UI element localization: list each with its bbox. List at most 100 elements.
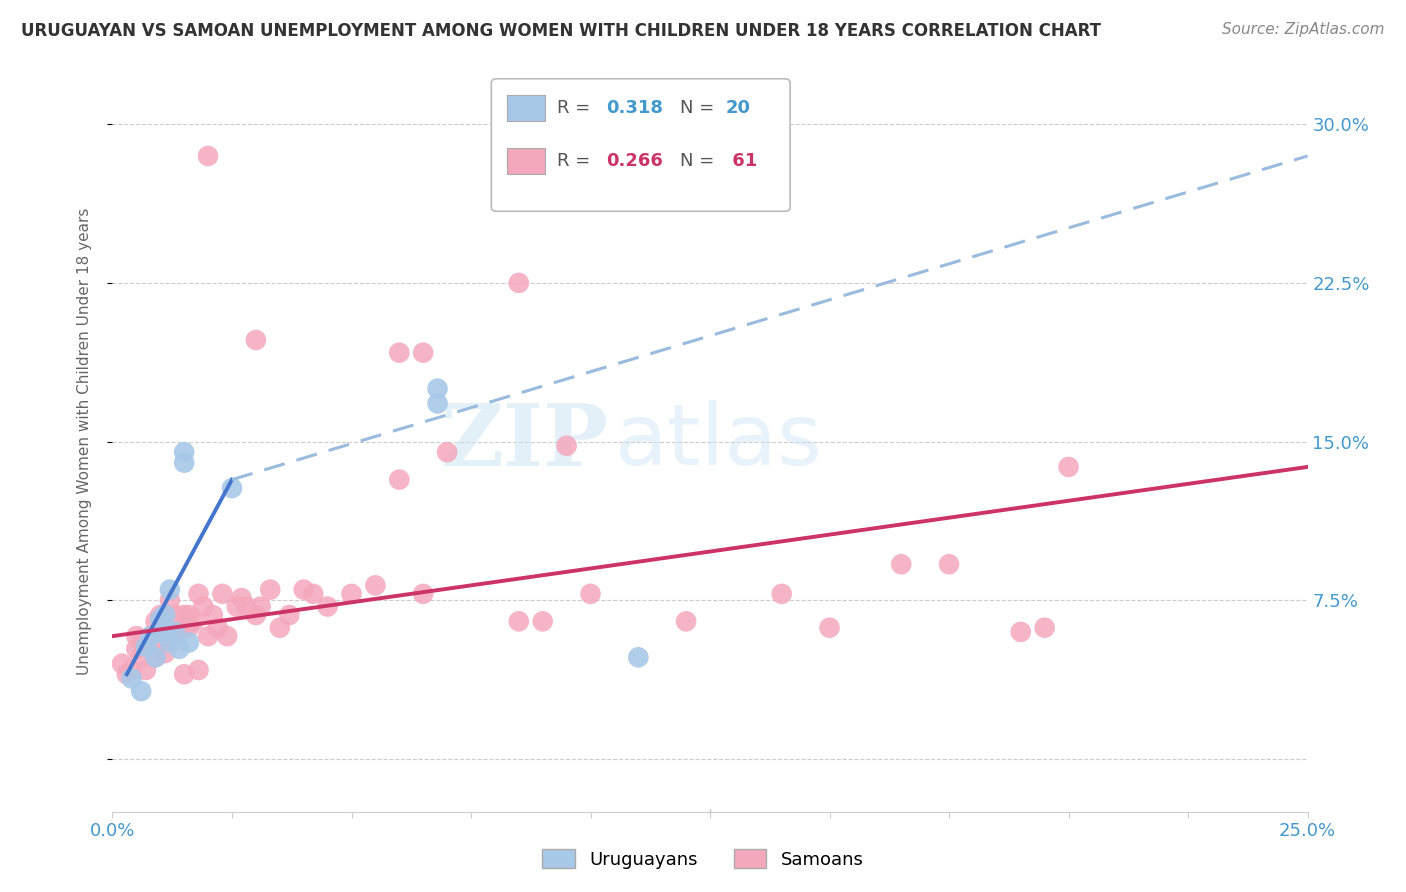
Point [159,635,181,649]
Point [211,587,233,601]
Bar [508,148,546,174]
Point [259,582,281,597]
Text: 0.266: 0.266 [606,153,664,170]
Point [221,481,243,495]
Point [163,624,186,639]
Point [159,624,181,639]
Point [173,445,195,459]
Point [627,650,650,665]
Point [129,650,152,665]
Point [173,607,195,622]
Point [436,445,458,459]
Point [197,149,219,163]
Point [163,607,186,622]
Point [129,635,152,649]
Point [125,641,148,656]
Point [388,473,411,487]
Point [770,587,793,601]
Point [938,558,960,572]
Point [149,612,172,626]
Point [111,657,134,671]
Point [173,667,195,681]
Point [145,615,167,629]
Point [412,345,434,359]
Point [183,615,205,629]
Point [149,635,172,649]
Point [1033,621,1056,635]
Point [364,578,387,592]
Point [153,624,176,639]
Point [555,439,578,453]
Point [177,635,200,649]
Point [177,621,200,635]
Point [426,382,449,396]
Point [249,599,271,614]
Point [245,607,267,622]
Point [245,333,267,347]
Point [818,621,841,635]
Point [340,587,363,601]
Point [169,641,191,656]
Point [292,582,315,597]
Text: 61: 61 [725,153,756,170]
Point [388,345,411,359]
Point [135,663,157,677]
Point [187,663,209,677]
Point [153,646,176,660]
Text: N =: N = [681,99,720,117]
Point [145,650,167,665]
Point [129,684,152,698]
Point [169,624,191,639]
Point [149,607,172,622]
Text: R =: R = [557,153,596,170]
Point [508,276,530,290]
Point [412,587,434,601]
Point [159,582,181,597]
Point [675,615,697,629]
Point [193,599,215,614]
Point [1010,624,1032,639]
Text: 20: 20 [725,99,751,117]
Point [163,629,186,643]
FancyBboxPatch shape [491,78,790,211]
Point [139,629,162,643]
Point [177,607,200,622]
Point [121,672,143,686]
Point [1057,459,1080,474]
Point [139,629,162,643]
Text: Source: ZipAtlas.com: Source: ZipAtlas.com [1222,22,1385,37]
Point [278,607,301,622]
Point [426,396,449,410]
Point [269,621,291,635]
Point [890,558,912,572]
Point [197,629,219,643]
Point [149,624,172,639]
Point [201,607,224,622]
Point [302,587,325,601]
Point [217,629,239,643]
Legend: Uruguayans, Samoans: Uruguayans, Samoans [536,842,870,876]
Point [231,591,253,605]
Bar [508,95,546,121]
Point [125,629,148,643]
Text: N =: N = [681,153,720,170]
Point [508,615,530,629]
Text: ZIP: ZIP [440,400,609,483]
Text: R =: R = [557,99,596,117]
Point [207,621,229,635]
Point [115,667,138,681]
Point [316,599,339,614]
Point [159,593,181,607]
Point [187,587,209,601]
Point [579,587,602,601]
Point [135,640,157,654]
Point [173,456,195,470]
Point [225,599,247,614]
Point [153,621,176,635]
Y-axis label: Unemployment Among Women with Children Under 18 years: Unemployment Among Women with Children U… [77,208,91,675]
Point [153,607,176,622]
Text: atlas: atlas [614,400,823,483]
Text: URUGUAYAN VS SAMOAN UNEMPLOYMENT AMONG WOMEN WITH CHILDREN UNDER 18 YEARS CORREL: URUGUAYAN VS SAMOAN UNEMPLOYMENT AMONG W… [21,22,1101,40]
Point [235,599,257,614]
Point [145,650,167,665]
